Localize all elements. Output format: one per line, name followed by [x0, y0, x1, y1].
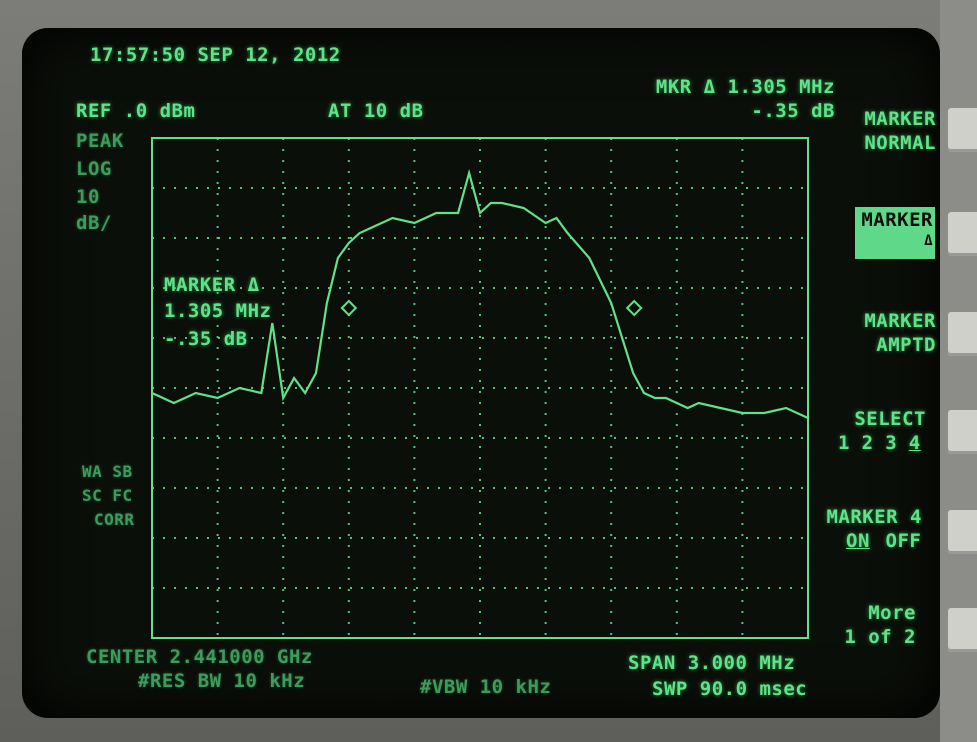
scale-mode-label: LOG — [76, 158, 112, 180]
marker4-on: ON — [846, 530, 870, 552]
softkey-button-5[interactable] — [948, 510, 977, 554]
crt-screen — [22, 28, 940, 718]
datetime: 17:57:50 SEP 12, 2012 — [90, 44, 341, 66]
softkey-button-2[interactable] — [948, 212, 977, 256]
graticule-border — [151, 137, 809, 639]
attenuation: AT 10 dB — [328, 100, 424, 122]
marker-annotation-freq: 1.305 MHz — [164, 300, 272, 322]
softkey-marker-normal-l2: NORMAL — [864, 132, 936, 154]
softkey-more-l2: 1 of 2 — [844, 626, 916, 648]
marker-diamond — [340, 299, 358, 317]
select-option-1: 1 — [838, 432, 850, 454]
select-option-3: 3 — [885, 432, 898, 454]
softkey-marker-delta-l2: Δ — [924, 233, 933, 249]
select-option-2: 2 — [861, 432, 874, 454]
video-bandwidth: #VBW 10 kHz — [420, 676, 552, 698]
marker4-off: OFF — [885, 530, 922, 552]
softkey-button-4[interactable] — [948, 410, 977, 454]
softkey-button-6[interactable] — [948, 608, 977, 652]
center-frequency: CENTER 2.441000 GHz — [86, 646, 313, 668]
ref-level: REF .0 dBm — [76, 100, 196, 122]
softkey-marker-amptd-l2: AMPTD — [876, 334, 936, 356]
softkey-select-l1: SELECT — [854, 408, 926, 430]
softkey-more-l1: More — [868, 602, 916, 624]
softkey-button-1[interactable] — [948, 108, 977, 152]
softkey-marker-delta-highlight: MARKER Δ — [855, 207, 935, 259]
softkey-marker-normal-l1: MARKER — [864, 108, 936, 130]
scale-unit-label: dB/ — [76, 212, 112, 234]
scale-value-label: 10 — [76, 186, 100, 208]
detector-label: PEAK — [76, 130, 124, 152]
marker-readout-freq: MKR Δ 1.305 MHz — [655, 76, 835, 98]
softkey-marker-amptd-l1: MARKER — [864, 310, 936, 332]
corr-label: CORR — [94, 510, 135, 529]
marker-annotation-title: MARKER Δ — [164, 274, 260, 296]
sweep-time: SWP 90.0 msec — [652, 678, 808, 700]
softkey-marker-delta-l1: MARKER — [861, 209, 933, 231]
resolution-bandwidth: #RES BW 10 kHz — [138, 670, 306, 692]
frequency-span: SPAN 3.000 MHz — [628, 652, 796, 674]
marker-annotation-level: -.35 dB — [164, 328, 248, 350]
marker-readout-level: -.35 dB — [751, 100, 835, 122]
softkey-button-3[interactable] — [948, 312, 977, 356]
softkey-marker4-onoff: ON OFF — [846, 530, 921, 552]
wa-sb-label: WA SB — [82, 462, 133, 481]
sc-fc-label: SC FC — [82, 486, 133, 505]
softkey-select-options: 1 2 3 4 — [838, 432, 921, 454]
marker-diamond — [625, 299, 643, 317]
softkey-marker4-l1: MARKER 4 — [826, 506, 922, 528]
select-option-4-selected: 4 — [908, 432, 921, 454]
spectrum-trace — [151, 168, 809, 420]
